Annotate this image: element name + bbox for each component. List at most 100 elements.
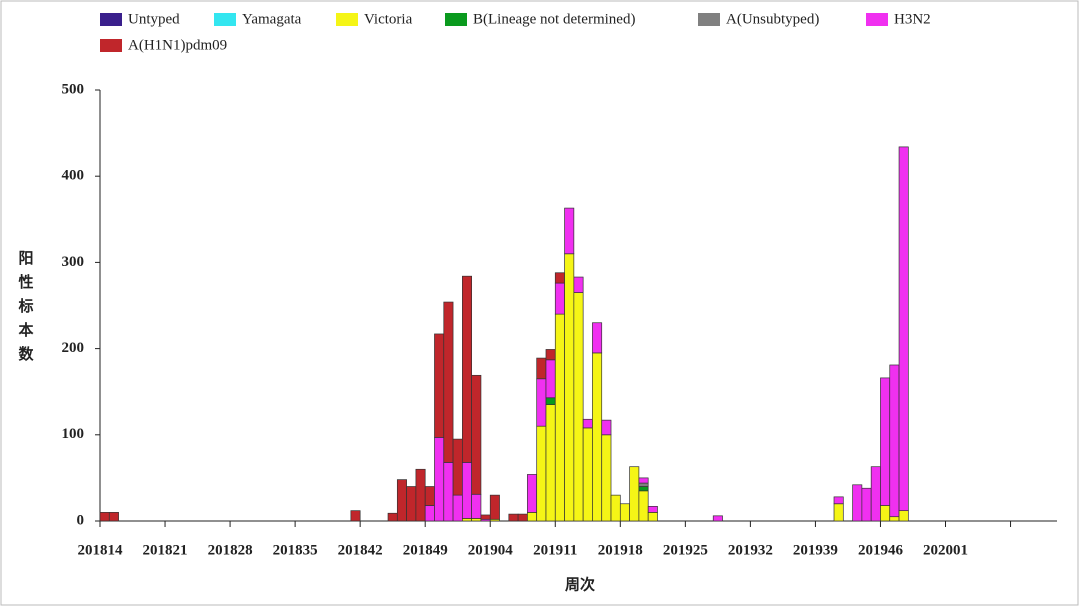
x-axis-label: 周次 (565, 576, 595, 594)
bar-segment (480, 514, 491, 520)
x-tick-label: 201939 (793, 542, 838, 558)
bar-segment (638, 482, 649, 487)
bar-segment (592, 322, 603, 354)
bar-segment (647, 512, 658, 522)
bar-segment (545, 359, 556, 399)
legend-label: B(Lineage not determined) (473, 11, 635, 27)
legend-swatch (214, 13, 236, 26)
bar-segment (424, 505, 435, 522)
legend-swatch (100, 39, 122, 52)
bar-segment (406, 486, 417, 522)
bar-segment (880, 505, 891, 522)
legend-swatch (698, 13, 720, 26)
bar-segment (564, 207, 575, 255)
bar-segment (452, 438, 463, 496)
x-tick-label: 201918 (598, 542, 643, 558)
x-tick-label: 201849 (403, 542, 448, 558)
y-tick-label: 500 (62, 81, 85, 97)
bar-segment (638, 486, 649, 492)
bar-segment (610, 494, 621, 522)
bar-segment (554, 272, 565, 284)
x-tick-label: 201835 (273, 542, 318, 558)
bar-segment (554, 313, 565, 522)
bar-segment (471, 374, 482, 495)
bar-segment (462, 518, 473, 522)
bar-segment (889, 516, 900, 522)
bar-segment (592, 352, 603, 522)
bar-segment (629, 466, 640, 522)
bar-segment (601, 419, 612, 436)
bar-segment (545, 349, 556, 361)
legend-swatch (445, 13, 467, 26)
bar-segment (396, 479, 407, 522)
bar-segment (434, 437, 445, 522)
bar-segment (861, 487, 872, 522)
bar-segment (350, 510, 361, 522)
x-tick-label: 201932 (728, 542, 773, 558)
y-tick-label: 300 (62, 254, 85, 270)
bar-segment (489, 494, 500, 520)
x-tick-label: 202001 (923, 542, 968, 558)
legend-label: Victoria (364, 11, 413, 27)
bar-segment (387, 512, 398, 522)
y-tick-label: 0 (77, 512, 85, 528)
bar-segment (898, 146, 909, 512)
bar-segment (545, 404, 556, 522)
legend-label: A(Unsubtyped) (726, 11, 819, 27)
bar-segment (582, 427, 593, 522)
x-tick-label: 201925 (663, 542, 708, 558)
x-tick-label: 201904 (468, 542, 514, 558)
bar-segment (536, 357, 547, 380)
bar-segment (424, 486, 435, 506)
bar-segment (527, 512, 538, 522)
legend-swatch (100, 13, 122, 26)
bar-segment (415, 468, 426, 522)
bar-segment (833, 496, 844, 505)
bar-segment (536, 378, 547, 427)
y-tick-label: 100 (62, 426, 85, 442)
bar-segment (870, 466, 881, 522)
legend-label: H3N2 (894, 11, 931, 27)
y-axis-label: 阳性标本数 (17, 249, 34, 363)
y-tick-label: 400 (62, 168, 85, 184)
bar-segment (619, 503, 630, 522)
x-tick-label: 201821 (143, 542, 188, 558)
legend-swatch (866, 13, 888, 26)
bar-segment (573, 292, 584, 522)
y-tick-label: 200 (62, 340, 85, 356)
bar-segment (898, 510, 909, 522)
x-tick-label: 201828 (208, 542, 253, 558)
legend-label: A(H1N1)pdm09 (128, 37, 227, 53)
bar-segment (554, 282, 565, 315)
bar-segment (471, 493, 482, 519)
bar-segment (564, 253, 575, 522)
bar-segment (573, 276, 584, 293)
bar-segment (582, 418, 593, 429)
bar-segment (638, 477, 649, 484)
bar-segment (434, 333, 445, 438)
bar-segment (889, 364, 900, 518)
x-tick-label: 201842 (338, 542, 383, 558)
bar-segment (833, 503, 844, 522)
bar-segment (452, 494, 463, 522)
bar-segment (647, 505, 658, 513)
bar-segment (108, 512, 119, 522)
bar-segment (712, 515, 723, 522)
bar-segment (527, 474, 538, 513)
bar-segment (545, 397, 556, 405)
bar-segment (462, 462, 473, 519)
bar-segment (536, 425, 547, 522)
legend-label: Untyped (128, 11, 180, 27)
bar-segment (471, 518, 482, 522)
bar-segment (638, 490, 649, 522)
legend-swatch (336, 13, 358, 26)
bar-segment (601, 434, 612, 522)
bar-segment (443, 301, 454, 463)
bar-segment (443, 462, 454, 522)
bar-segment (517, 513, 528, 522)
bar-segment (99, 512, 110, 522)
x-tick-label: 201911 (533, 542, 577, 558)
legend-label: Yamagata (242, 11, 302, 27)
